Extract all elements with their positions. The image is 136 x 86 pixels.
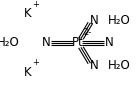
Text: K: K <box>23 66 31 79</box>
Text: N: N <box>42 36 51 50</box>
Text: +: + <box>33 0 40 9</box>
Text: N: N <box>104 36 113 50</box>
Text: H₂O: H₂O <box>108 59 131 72</box>
Text: Pt: Pt <box>72 36 83 50</box>
Text: N: N <box>89 14 98 27</box>
Text: 2-: 2- <box>84 28 92 37</box>
Text: H₂O: H₂O <box>108 14 131 27</box>
Text: K: K <box>23 7 31 20</box>
Text: N: N <box>89 59 98 72</box>
Text: H₂O: H₂O <box>0 36 20 50</box>
Text: +: + <box>33 58 40 67</box>
